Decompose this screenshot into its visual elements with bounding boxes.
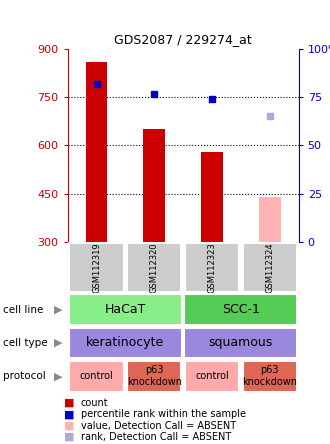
Text: count: count [81,398,109,408]
Text: ■: ■ [64,409,75,420]
Text: GSM112323: GSM112323 [208,242,216,293]
Bar [184,328,298,358]
Text: p63
knockdown: p63 knockdown [242,365,297,387]
Bar [259,197,281,242]
Text: cell line: cell line [3,305,44,315]
Bar [127,361,182,392]
Text: keratinocyte: keratinocyte [86,337,165,349]
Text: HaCaT: HaCaT [105,303,146,316]
Text: protocol: protocol [3,371,46,381]
Bar [69,243,124,292]
Text: ▶: ▶ [53,338,62,348]
Text: GSM112324: GSM112324 [265,242,274,293]
Bar [85,62,108,242]
Text: control: control [195,371,229,381]
Text: ▶: ▶ [53,371,62,381]
Bar [201,152,223,242]
Bar [69,328,182,358]
Text: GSM112320: GSM112320 [150,242,159,293]
Bar [127,243,182,292]
Bar [69,294,182,325]
Bar [143,129,165,242]
Text: ■: ■ [64,398,75,408]
Text: SCC-1: SCC-1 [222,303,260,316]
Bar [69,361,124,392]
Text: squamous: squamous [209,337,273,349]
Text: control: control [80,371,114,381]
Text: GSM112319: GSM112319 [92,242,101,293]
Text: percentile rank within the sample: percentile rank within the sample [81,409,246,420]
Text: value, Detection Call = ABSENT: value, Detection Call = ABSENT [81,421,236,431]
Bar [184,294,298,325]
Text: ■: ■ [64,432,75,442]
Text: ■: ■ [64,421,75,431]
Text: cell type: cell type [3,338,48,348]
Text: rank, Detection Call = ABSENT: rank, Detection Call = ABSENT [81,432,231,442]
Text: ▶: ▶ [53,305,62,315]
Bar [185,361,239,392]
Text: p63
knockdown: p63 knockdown [127,365,182,387]
Bar [243,361,297,392]
Title: GDS2087 / 229274_at: GDS2087 / 229274_at [114,33,252,46]
Bar [243,243,297,292]
Bar [185,243,239,292]
